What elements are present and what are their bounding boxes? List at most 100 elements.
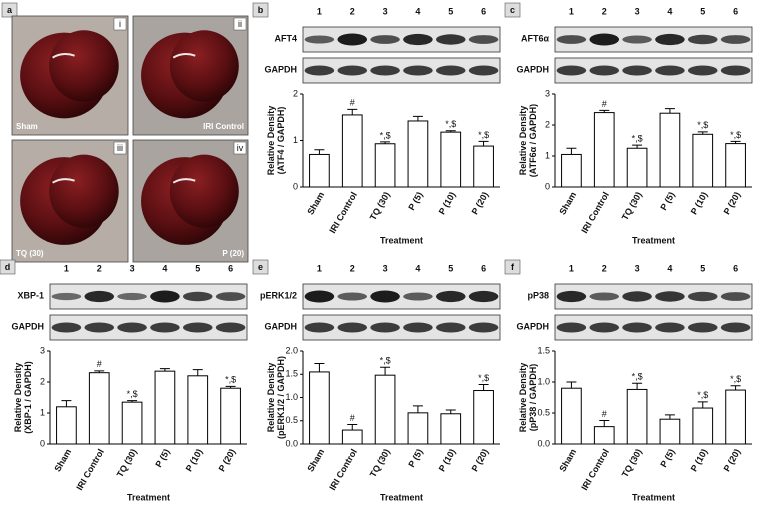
x-tick-label: P (5) [658,447,676,469]
blot-label: GAPDH [516,64,549,74]
error-bar [566,147,577,155]
band [117,292,147,301]
bar [220,387,241,445]
blot-label: GAPDH [264,64,297,74]
band [435,290,466,303]
band [403,33,433,46]
x-tick-label: Sham [557,447,578,473]
y-label-line: Relative Density [266,106,276,176]
x-tick-label: TQ (30) [368,447,392,479]
error-bar [730,140,741,144]
annotation: *,$ [632,372,643,382]
lane-number: 1 [317,263,322,273]
y-label-line: (pERK1/2 / GAPDH) [276,356,286,439]
error-bar [192,369,203,376]
error-bar [412,405,423,413]
lane-number: 3 [383,263,388,273]
lane-number: 2 [97,263,102,273]
photo-numeral: ii [238,19,242,29]
panel-letter-box [252,259,269,275]
error-bar [599,109,610,113]
lane-number: 6 [228,263,233,273]
lane-number: 2 [350,263,355,273]
x-tick-label: P (5) [153,447,171,469]
liver-lobe [169,30,239,102]
bar [309,371,330,445]
annotation: # [97,359,102,369]
annotation: # [602,99,607,109]
band [720,35,751,44]
lane-number: 3 [130,263,135,273]
lane-number: 1 [64,263,69,273]
y-label-line: (pP38 / GAPDH) [528,364,538,432]
lane-number: 5 [448,6,453,16]
panel-a: a [1,2,18,18]
band [655,65,685,76]
y-label-line: Relative Density [266,363,276,433]
band [117,322,147,333]
y-label-line: Relative Density [518,106,528,176]
bar [626,388,648,445]
error-bar [94,370,105,373]
band [403,292,433,301]
x-tick-label: TQ (30) [620,447,644,479]
band [622,291,652,302]
annotation: *,$ [697,390,708,400]
y-tick-label: 0 [293,181,298,191]
bar [309,153,330,188]
bar [725,389,746,445]
panel-letter-box [504,2,521,18]
band [150,290,180,303]
y-tick-label: 2.0 [285,345,298,355]
band [304,322,335,333]
blot [49,283,248,310]
blot [49,314,248,341]
blot-label: GAPDH [516,321,549,331]
bar [593,112,615,188]
bar [121,401,143,445]
x-tick-label: Sham [305,190,326,216]
error-bar [412,115,423,121]
x-axis-label: Treatment [127,492,170,502]
photo-label: P (20) [222,249,244,258]
blot-label: AFT6α [521,33,550,43]
lane-number: 3 [635,263,640,273]
band [51,322,82,333]
bar [593,426,615,445]
bar [407,120,429,188]
blot-label: pERK1/2 [260,290,297,300]
x-tick-label: P (10) [689,190,710,216]
x-tick-label: P (5) [406,190,424,212]
bar [561,387,582,445]
y-axis-label: Relative Density(pP38 / GAPDH) [518,363,538,433]
band [84,322,115,333]
panel-letter-box [504,259,521,275]
x-tick-label: IRI Control [327,190,359,235]
band [215,292,246,301]
band [720,322,751,333]
y-axis-label: Relative Density(ATF4 / GAPDH) [266,106,286,176]
blot [554,314,753,341]
y-tick-label: 0.0 [537,438,550,448]
y-label-line: Relative Density [518,363,528,433]
lane-number: 4 [667,6,672,16]
x-tick-label: P (20) [217,447,238,473]
blot [302,26,501,53]
bar [561,153,582,188]
blot [554,26,753,53]
error-bar [380,366,391,376]
error-bar [566,381,577,389]
annotation: *,$ [127,389,138,399]
band [51,292,82,301]
panel-letter: e [258,262,263,272]
band [150,322,180,333]
annotation: *,$ [478,130,489,140]
panel: b 1 2 3 4 5 6 AFT4 GAPDH 0 1 2 Relative Density(ATF4… [252,2,501,245]
band [182,322,213,333]
highlight [172,53,196,59]
lane-number: 3 [383,6,388,16]
band [337,65,368,76]
band [370,35,400,44]
x-tick-label: IRI Control [579,190,611,235]
error-bar [664,108,675,114]
